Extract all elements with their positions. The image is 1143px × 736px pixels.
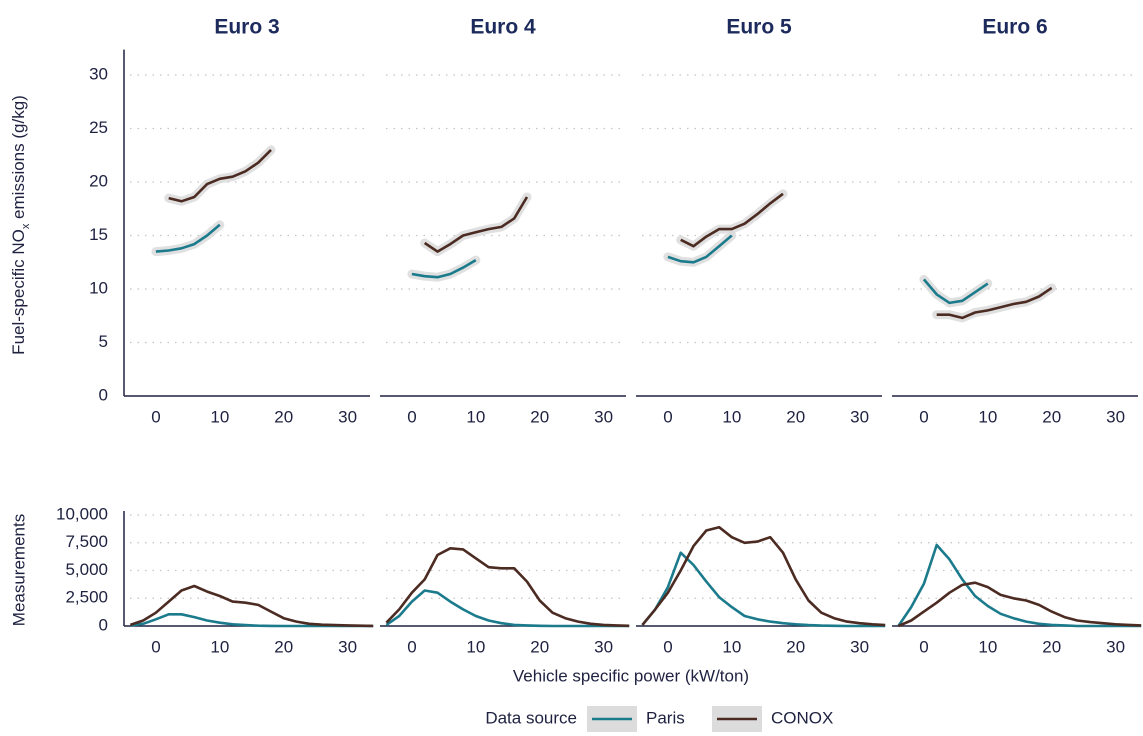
confidence-band bbox=[164, 145, 276, 206]
panel-title: Euro 6 bbox=[982, 16, 1047, 39]
x-tick-label: 30 bbox=[338, 407, 357, 426]
line-series bbox=[411, 258, 477, 279]
panel-title: Euro 5 bbox=[726, 16, 792, 39]
x-tick-label: 10 bbox=[722, 637, 741, 656]
x-tick-label: 0 bbox=[919, 637, 928, 656]
y-tick-label: 20 bbox=[89, 171, 108, 190]
y-tick-label: 10 bbox=[89, 278, 108, 297]
line-series bbox=[385, 547, 630, 628]
confidence-band bbox=[420, 192, 532, 257]
x-tick-label: 20 bbox=[786, 637, 805, 656]
x-tick-label: 20 bbox=[1042, 407, 1061, 426]
panel-title: Euro 3 bbox=[214, 16, 279, 39]
line-series bbox=[897, 581, 1142, 628]
x-tick-label: 30 bbox=[850, 407, 869, 426]
x-tick-label: 10 bbox=[978, 637, 997, 656]
y-tick-label: 15 bbox=[89, 225, 108, 244]
x-tick-label: 20 bbox=[530, 407, 549, 426]
x-axis-label: Vehicle specific power (kW/ton) bbox=[513, 666, 749, 685]
y-axis-label-bottom: Measurements bbox=[9, 514, 28, 626]
line-series bbox=[129, 584, 374, 628]
line-series bbox=[680, 192, 784, 248]
x-tick-label: 20 bbox=[274, 407, 293, 426]
legend-label: Paris bbox=[646, 708, 685, 727]
x-tick-label: 10 bbox=[466, 637, 485, 656]
x-tick-label: 10 bbox=[722, 407, 741, 426]
x-tick-label: 0 bbox=[663, 407, 672, 426]
line-series bbox=[641, 525, 886, 627]
x-tick-label: 10 bbox=[978, 407, 997, 426]
x-tick-label: 10 bbox=[210, 637, 229, 656]
y-label-part: emissions (g/kg) bbox=[9, 95, 28, 223]
y-label-part: Fuel-specific NO bbox=[9, 229, 28, 355]
x-tick-label: 0 bbox=[407, 407, 416, 426]
y-tick-label: 0 bbox=[99, 385, 108, 404]
y-axis-label-top: Fuel-specific NOx emissions (g/kg) bbox=[9, 95, 31, 355]
line-series bbox=[155, 223, 221, 253]
y-tick-label: 5,000 bbox=[65, 560, 108, 579]
y-tick-label: 7,500 bbox=[65, 532, 108, 551]
x-tick-label: 20 bbox=[530, 637, 549, 656]
x-tick-label: 0 bbox=[151, 407, 160, 426]
line-series bbox=[936, 286, 1053, 320]
line-series bbox=[667, 234, 733, 264]
y-label-subscript: x bbox=[20, 223, 32, 229]
x-tick-label: 30 bbox=[338, 637, 357, 656]
legend-label: CONOX bbox=[771, 708, 833, 727]
line-series bbox=[897, 543, 1142, 628]
x-tick-label: 30 bbox=[594, 407, 613, 426]
x-tick-label: 10 bbox=[210, 407, 229, 426]
y-tick-label: 30 bbox=[89, 64, 108, 83]
line-series bbox=[423, 196, 529, 253]
x-tick-label: 0 bbox=[663, 637, 672, 656]
x-tick-label: 20 bbox=[1042, 637, 1061, 656]
legend-title: Data source bbox=[485, 708, 577, 727]
x-tick-label: 30 bbox=[1106, 407, 1125, 426]
y-tick-label: 0 bbox=[99, 615, 108, 634]
y-tick-label: 5 bbox=[99, 332, 108, 351]
line-series bbox=[168, 148, 272, 203]
x-tick-label: 20 bbox=[786, 407, 805, 426]
x-tick-label: 30 bbox=[594, 637, 613, 656]
x-tick-label: 30 bbox=[1106, 637, 1125, 656]
y-tick-label: 25 bbox=[89, 118, 108, 137]
x-tick-label: 10 bbox=[466, 407, 485, 426]
y-tick-label: 2,500 bbox=[65, 588, 108, 607]
x-tick-label: 30 bbox=[850, 637, 869, 656]
line-series bbox=[922, 278, 989, 305]
x-tick-label: 20 bbox=[274, 637, 293, 656]
panel-title: Euro 4 bbox=[470, 16, 536, 39]
x-tick-label: 0 bbox=[919, 407, 928, 426]
x-tick-label: 0 bbox=[407, 637, 416, 656]
x-tick-label: 0 bbox=[151, 637, 160, 656]
line-series bbox=[641, 551, 886, 628]
line-series bbox=[385, 589, 630, 628]
y-tick-label: 10,000 bbox=[56, 504, 108, 523]
